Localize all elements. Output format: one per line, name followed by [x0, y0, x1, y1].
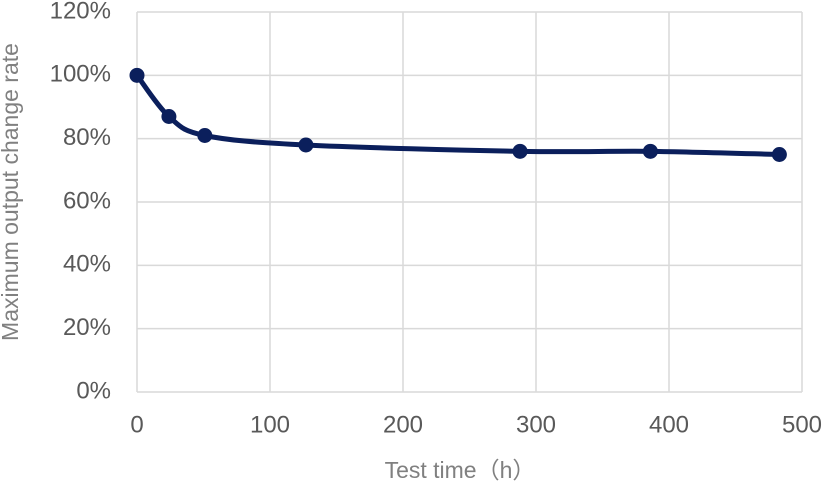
marker	[197, 128, 213, 143]
marker	[298, 137, 314, 153]
y-tick-label: 100%	[50, 61, 111, 88]
x-tick-label: 100	[250, 411, 290, 438]
marker	[512, 143, 528, 159]
y-tick-label: 0%	[76, 377, 111, 404]
x-tick-label: 300	[516, 411, 556, 438]
marker	[771, 147, 787, 162]
marker	[642, 143, 658, 159]
x-tick-label: 500	[782, 411, 822, 438]
x-tick-label: 0	[130, 411, 143, 438]
marker	[129, 67, 145, 83]
line	[134, 73, 780, 157]
marker	[161, 109, 177, 124]
y-tick-label: 60%	[63, 187, 111, 214]
x-tick-label: 400	[649, 411, 689, 438]
y-tick-label: 40%	[63, 251, 111, 278]
y-tick-label: 80%	[63, 124, 111, 151]
x-axis-title: Test time（h）	[385, 457, 536, 483]
y-tick-label: 20%	[63, 314, 111, 341]
y-axis-title: Maximum output change rate	[0, 43, 23, 341]
x-tick-label: 200	[383, 411, 423, 438]
y-tick-label: 120%	[50, 0, 111, 24]
